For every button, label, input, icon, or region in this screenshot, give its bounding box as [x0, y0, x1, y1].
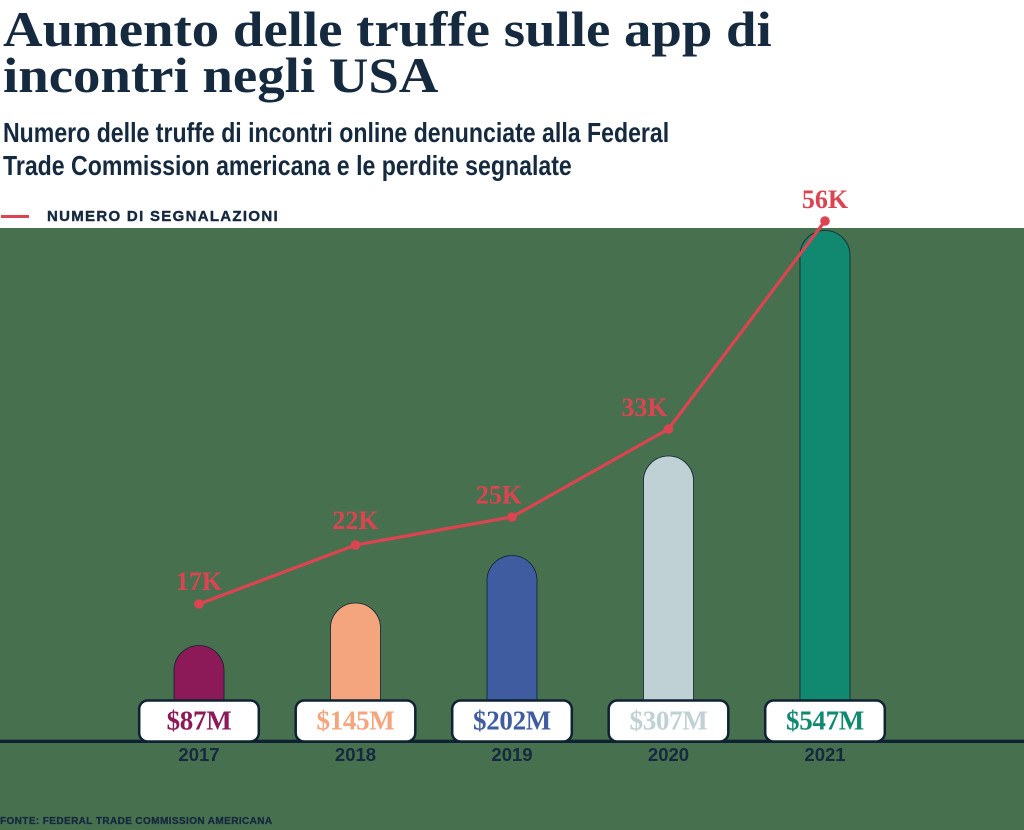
svg-text:$145M: $145M	[317, 706, 395, 736]
svg-text:2019: 2019	[491, 744, 532, 765]
svg-text:$202M: $202M	[473, 706, 551, 736]
svg-text:56K: 56K	[802, 185, 849, 214]
svg-text:2020: 2020	[648, 744, 689, 765]
svg-text:$547M: $547M	[786, 706, 864, 736]
svg-text:2017: 2017	[178, 744, 219, 765]
svg-text:2021: 2021	[804, 744, 845, 765]
svg-text:17K: 17K	[176, 567, 223, 596]
svg-text:$87M: $87M	[167, 706, 232, 736]
svg-text:2018: 2018	[335, 744, 376, 765]
svg-text:$307M: $307M	[630, 706, 708, 736]
svg-text:22K: 22K	[332, 506, 379, 535]
svg-text:25K: 25K	[476, 481, 523, 510]
svg-text:33K: 33K	[621, 393, 668, 422]
